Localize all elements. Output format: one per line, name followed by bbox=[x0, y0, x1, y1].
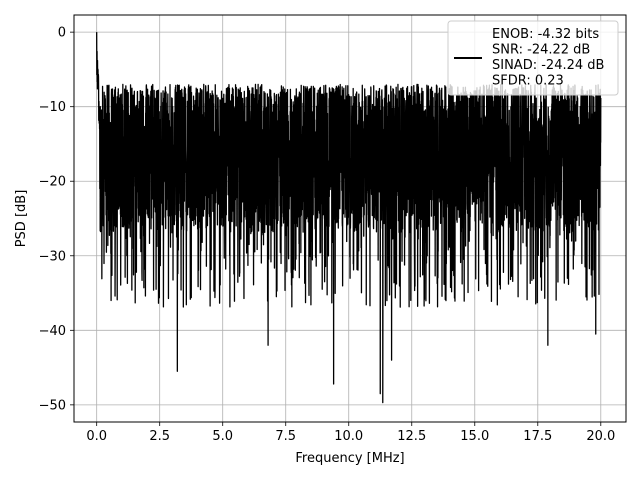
legend-box bbox=[447, 20, 619, 96]
legend-sfdr: SFDR: 0.23 bbox=[492, 74, 564, 89]
y-axis-label: PSD [dB] bbox=[14, 190, 29, 248]
x-tick-label: 20.0 bbox=[586, 429, 615, 444]
series-psd bbox=[96, 32, 602, 404]
x-tick-label: 2.5 bbox=[149, 429, 170, 444]
x-tick-label: 17.5 bbox=[523, 429, 552, 444]
y-axis-ticks: 0 −10 −20 −30 −40 −50 bbox=[39, 26, 74, 413]
y-tick-label: −30 bbox=[39, 249, 66, 264]
x-tick-label: 15.0 bbox=[460, 429, 489, 444]
y-tick-label: −40 bbox=[39, 324, 66, 339]
legend-enob: ENOB: -4.32 bits bbox=[492, 27, 599, 42]
y-tick-label: 0 bbox=[58, 26, 66, 41]
y-tick-label: −50 bbox=[39, 398, 66, 413]
psd-line bbox=[96, 32, 602, 404]
x-tick-label: 5.0 bbox=[212, 429, 233, 444]
x-tick-label: 12.5 bbox=[397, 429, 426, 444]
x-axis-label: Frequency [MHz] bbox=[295, 451, 404, 466]
x-tick-label: 7.5 bbox=[275, 429, 296, 444]
legend-snr: SNR: -24.22 dB bbox=[492, 43, 590, 58]
x-tick-label: 0.0 bbox=[86, 429, 107, 444]
plot-frame bbox=[73, 14, 627, 423]
legend: ENOB: -4.32 bits SNR: -24.22 dB SINAD: -… bbox=[447, 20, 619, 96]
y-tick-label: −10 bbox=[39, 100, 66, 115]
legend-sinad: SINAD: -24.24 dB bbox=[492, 58, 604, 73]
y-tick-label: −20 bbox=[39, 175, 66, 190]
x-tick-label: 10.0 bbox=[334, 429, 363, 444]
x-axis-ticks: 0.0 2.5 5.0 7.5 10.0 12.5 15.0 17.5 20.0 bbox=[86, 422, 615, 444]
